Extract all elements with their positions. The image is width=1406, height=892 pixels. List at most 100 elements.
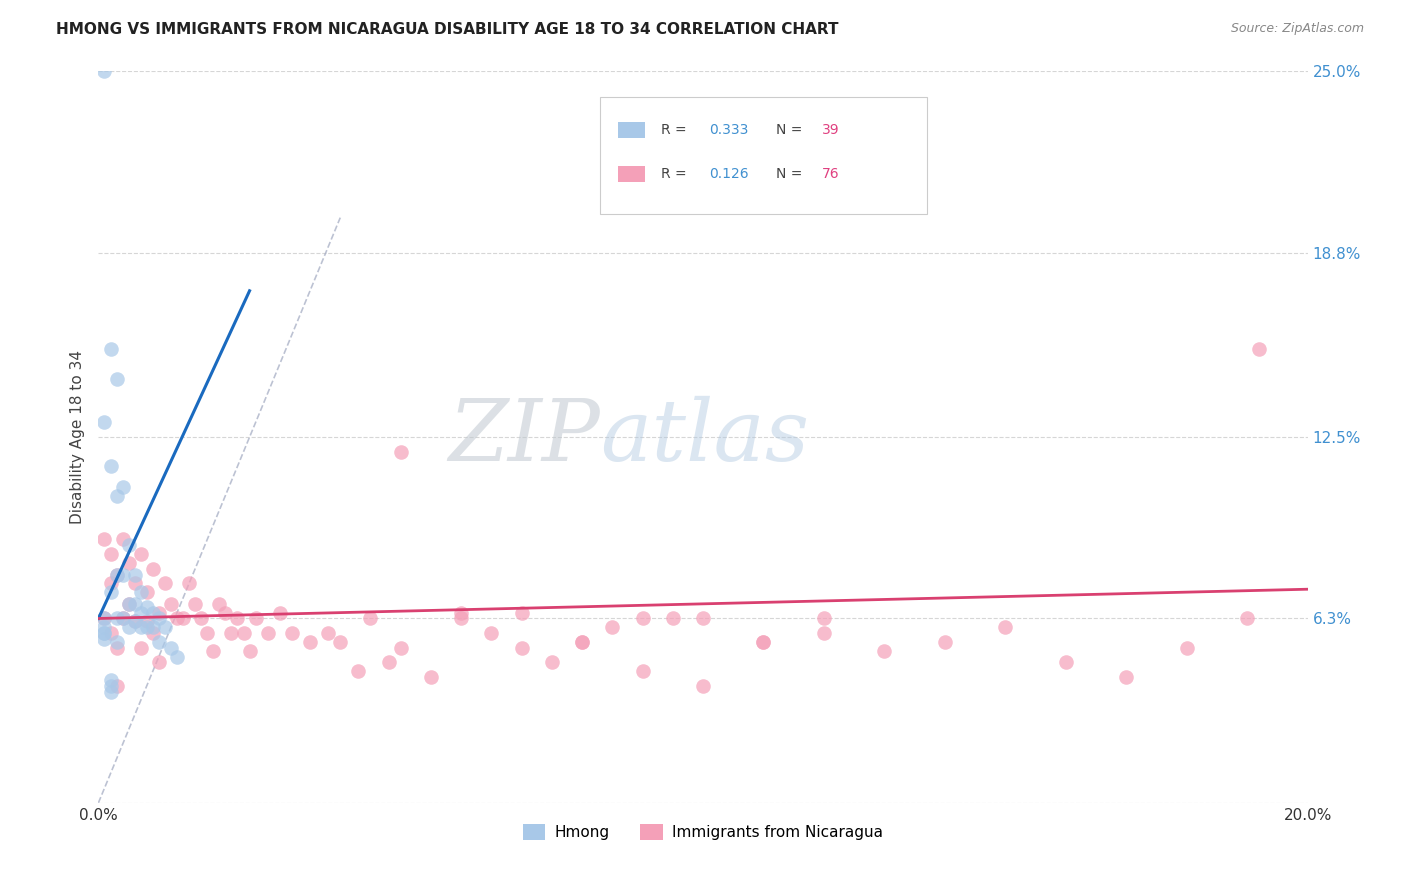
Point — [208, 597, 231, 611]
FancyBboxPatch shape — [619, 122, 645, 138]
Point — [631, 611, 654, 625]
Point — [111, 480, 134, 494]
Point — [166, 649, 188, 664]
Point — [166, 611, 188, 625]
Point — [105, 679, 128, 693]
Point — [752, 635, 775, 649]
Point — [148, 656, 170, 670]
Point — [450, 611, 472, 625]
Point — [571, 635, 593, 649]
Point — [105, 489, 128, 503]
Point — [135, 585, 157, 599]
Point — [105, 567, 128, 582]
Point — [93, 626, 115, 640]
Point — [571, 635, 593, 649]
Point — [256, 626, 278, 640]
Point — [142, 620, 165, 634]
Point — [1115, 670, 1137, 684]
Point — [510, 640, 533, 655]
Point — [105, 371, 128, 385]
Point — [226, 611, 249, 625]
Point — [377, 656, 399, 670]
Point — [100, 585, 122, 599]
Point — [111, 567, 134, 582]
Point — [329, 635, 352, 649]
Point — [214, 606, 236, 620]
Point — [129, 547, 152, 561]
Point — [100, 679, 122, 693]
Point — [111, 611, 134, 625]
Point — [129, 606, 152, 620]
Text: ZIP: ZIP — [449, 396, 600, 478]
Point — [124, 615, 146, 629]
Point — [148, 606, 170, 620]
Point — [692, 611, 714, 625]
Point — [118, 597, 141, 611]
Point — [389, 640, 412, 655]
Point — [160, 640, 183, 655]
Point — [118, 538, 141, 552]
Point — [221, 626, 243, 640]
Point — [124, 567, 146, 582]
Text: Source: ZipAtlas.com: Source: ZipAtlas.com — [1230, 22, 1364, 36]
Point — [93, 416, 115, 430]
Point — [93, 620, 115, 634]
Point — [752, 635, 775, 649]
Point — [299, 635, 322, 649]
Text: 0.333: 0.333 — [709, 123, 748, 136]
Text: 0.126: 0.126 — [709, 167, 748, 181]
Point — [100, 576, 122, 591]
Point — [316, 626, 339, 640]
Point — [245, 611, 267, 625]
Point — [129, 640, 152, 655]
Text: 76: 76 — [821, 167, 839, 181]
Point — [389, 444, 412, 458]
Point — [118, 597, 141, 611]
Point — [1175, 640, 1198, 655]
Text: R =: R = — [661, 167, 690, 181]
Text: N =: N = — [776, 123, 806, 136]
Point — [129, 620, 152, 634]
Point — [160, 597, 183, 611]
Text: N =: N = — [776, 167, 806, 181]
FancyBboxPatch shape — [619, 166, 645, 182]
Point — [148, 635, 170, 649]
Point — [129, 585, 152, 599]
Point — [93, 626, 115, 640]
Point — [153, 620, 176, 634]
Point — [105, 640, 128, 655]
Point — [994, 620, 1017, 634]
Point — [631, 664, 654, 678]
Point — [124, 597, 146, 611]
Point — [269, 606, 291, 620]
Point — [934, 635, 956, 649]
Point — [661, 611, 683, 625]
Point — [1236, 611, 1258, 625]
Point — [179, 576, 201, 591]
Point — [195, 626, 218, 640]
Point — [232, 626, 254, 640]
Point — [100, 459, 122, 474]
Point — [172, 611, 194, 625]
Point — [281, 626, 304, 640]
Point — [481, 626, 503, 640]
Point — [347, 664, 370, 678]
Point — [692, 679, 714, 693]
Point — [184, 597, 207, 611]
Point — [1249, 343, 1271, 357]
Point — [190, 611, 212, 625]
Point — [93, 533, 115, 547]
Point — [148, 611, 170, 625]
Point — [813, 611, 835, 625]
Point — [124, 615, 146, 629]
Point — [142, 626, 165, 640]
Point — [93, 611, 115, 625]
Point — [135, 620, 157, 634]
Point — [1054, 656, 1077, 670]
Point — [100, 626, 122, 640]
Text: 39: 39 — [821, 123, 839, 136]
Point — [93, 64, 115, 78]
Point — [142, 606, 165, 620]
Point — [111, 611, 134, 625]
Point — [118, 556, 141, 570]
